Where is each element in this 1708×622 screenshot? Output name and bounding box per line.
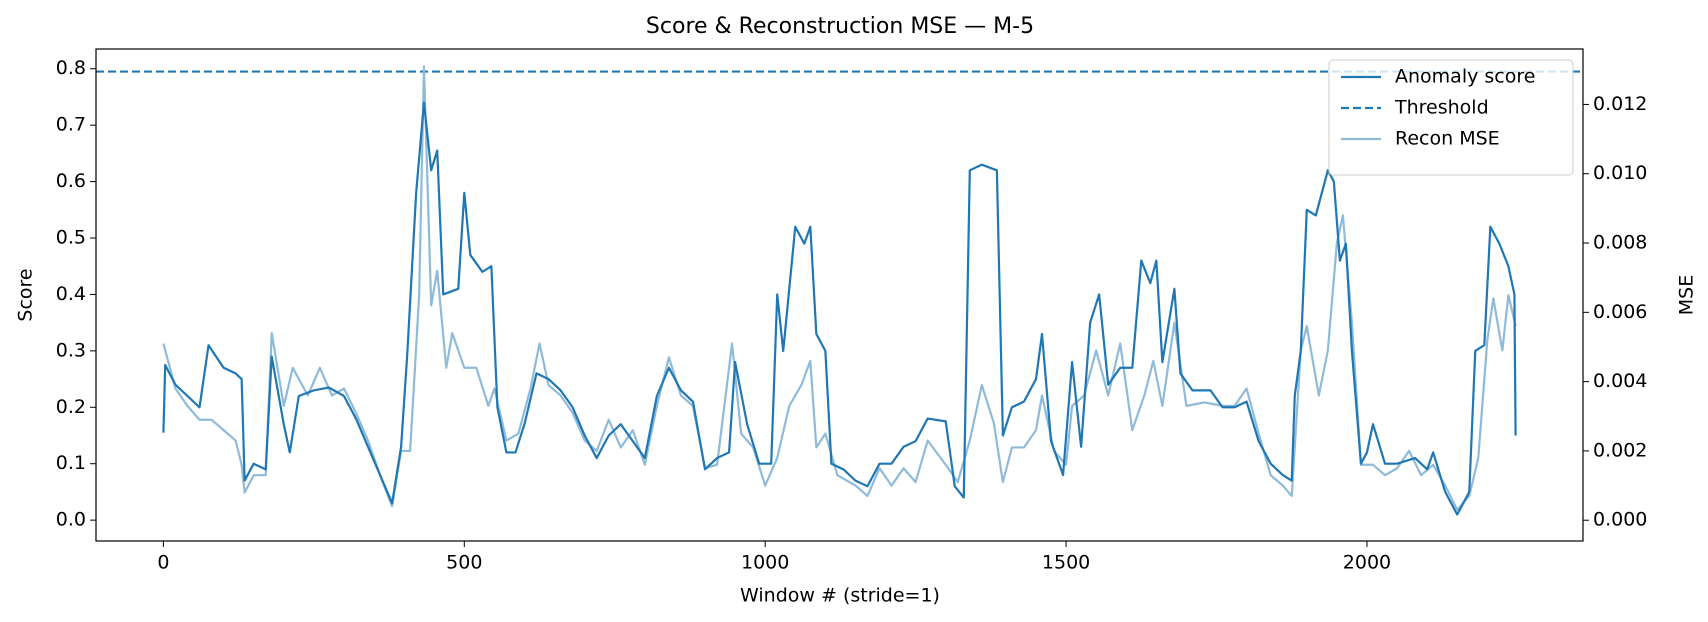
x-tick-label: 1000 (741, 552, 789, 574)
y2-tick-label: 0.000 (1593, 509, 1647, 531)
y2-tick-label: 0.008 (1593, 232, 1647, 254)
y-tick-label: 0.2 (56, 396, 86, 418)
legend-label: Recon MSE (1395, 128, 1500, 150)
y2-axis-label: MSE (1676, 275, 1698, 315)
y-tick-label: 0.8 (56, 57, 86, 79)
legend-label: Anomaly score (1395, 66, 1535, 88)
chart-title: Score & Reconstruction MSE — M-5 (646, 14, 1034, 39)
series-line (162, 101, 1517, 516)
legend-box (1328, 59, 1574, 176)
y-tick-label: 0.3 (56, 339, 86, 361)
y2-tick-label: 0.002 (1593, 439, 1647, 461)
legend-label: Threshold (1394, 97, 1489, 119)
x-tick-label: 2000 (1343, 552, 1391, 574)
y-axis-label: Score (15, 268, 37, 321)
y2-tick-label: 0.004 (1593, 370, 1647, 392)
y-tick-label: 0.7 (56, 114, 86, 136)
y-tick-label: 0.0 (56, 509, 86, 531)
x-tick-label: 500 (446, 552, 482, 574)
y-tick-label: 0.4 (56, 283, 86, 305)
x-tick-label: 1500 (1042, 552, 1090, 574)
y2-tick-label: 0.006 (1593, 301, 1647, 323)
x-axis-label: Window # (stride=1) (740, 585, 940, 607)
legend: Anomaly score Threshold Recon MSE (1328, 59, 1574, 176)
y-tick-label: 0.6 (56, 170, 86, 192)
y-tick-label: 0.1 (56, 452, 86, 474)
plot-frame (95, 48, 1584, 542)
y-tick-label: 0.5 (56, 227, 86, 249)
x-tick-label: 0 (157, 552, 169, 574)
y2-tick-label: 0.010 (1593, 162, 1647, 184)
y2-tick-label: 0.012 (1593, 93, 1647, 115)
